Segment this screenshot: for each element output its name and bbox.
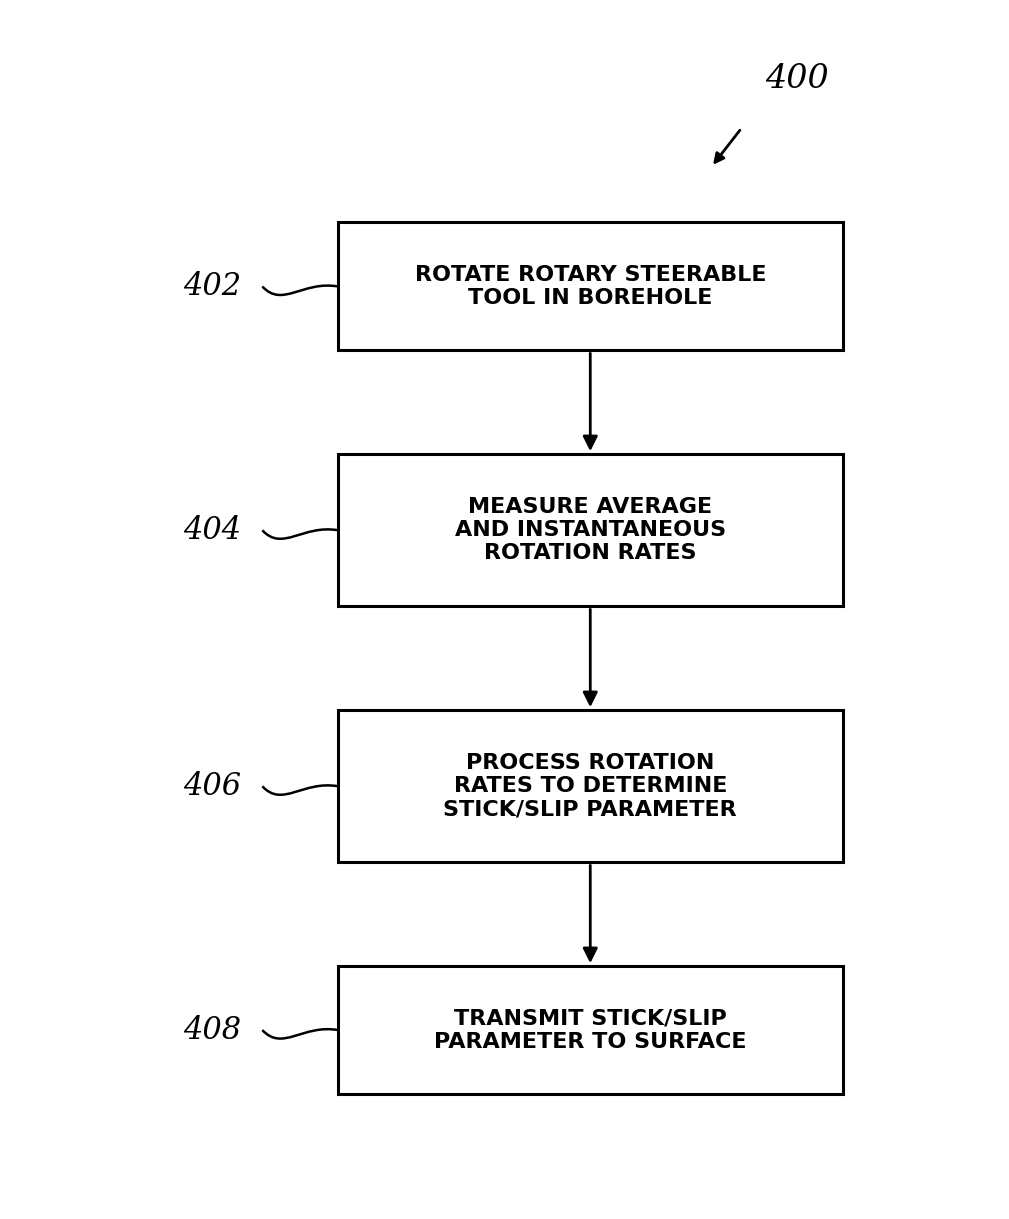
- Text: 400: 400: [765, 63, 829, 95]
- Text: 406: 406: [183, 770, 241, 802]
- Text: 402: 402: [183, 271, 241, 302]
- FancyBboxPatch shape: [338, 455, 843, 607]
- Text: TRANSMIT STICK/SLIP
PARAMETER TO SURFACE: TRANSMIT STICK/SLIP PARAMETER TO SURFACE: [434, 1008, 747, 1052]
- Text: PROCESS ROTATION
RATES TO DETERMINE
STICK/SLIP PARAMETER: PROCESS ROTATION RATES TO DETERMINE STIC…: [443, 753, 738, 819]
- FancyBboxPatch shape: [338, 709, 843, 863]
- Text: 408: 408: [183, 1014, 241, 1046]
- Text: 404: 404: [183, 514, 241, 546]
- FancyBboxPatch shape: [338, 222, 843, 351]
- Text: ROTATE ROTARY STEERABLE
TOOL IN BOREHOLE: ROTATE ROTARY STEERABLE TOOL IN BOREHOLE: [415, 265, 766, 308]
- Text: MEASURE AVERAGE
AND INSTANTANEOUS
ROTATION RATES: MEASURE AVERAGE AND INSTANTANEOUS ROTATI…: [455, 497, 725, 563]
- FancyBboxPatch shape: [338, 965, 843, 1095]
